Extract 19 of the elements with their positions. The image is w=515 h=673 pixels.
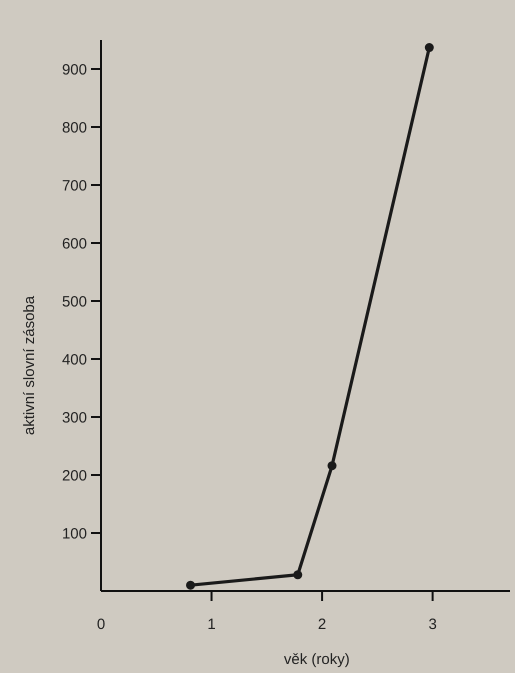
point	[293, 570, 302, 580]
x-tick-label: 1	[207, 616, 216, 633]
y-tick-label: 800	[62, 119, 87, 136]
y-tick-label: 900	[62, 61, 87, 78]
y-tick-label: 500	[62, 293, 87, 310]
point	[186, 580, 196, 590]
y-tick-label: 200	[62, 467, 87, 484]
x-tick-label: 2	[318, 616, 326, 633]
point	[328, 461, 337, 470]
y-axis-title: aktivní slovní zásoba	[21, 295, 38, 436]
x-tick-label: 0	[96, 616, 106, 633]
y-tick-label: 100	[62, 525, 87, 542]
y-tick-label: 600	[62, 235, 87, 252]
y-tick-label: 400	[62, 351, 87, 368]
y-tick-label: 700	[62, 177, 87, 194]
x-axis-title: věk (roky)	[284, 651, 350, 668]
y-tick-label: 300	[62, 409, 87, 426]
point	[424, 43, 434, 52]
x-tick-label: 3	[428, 616, 437, 633]
